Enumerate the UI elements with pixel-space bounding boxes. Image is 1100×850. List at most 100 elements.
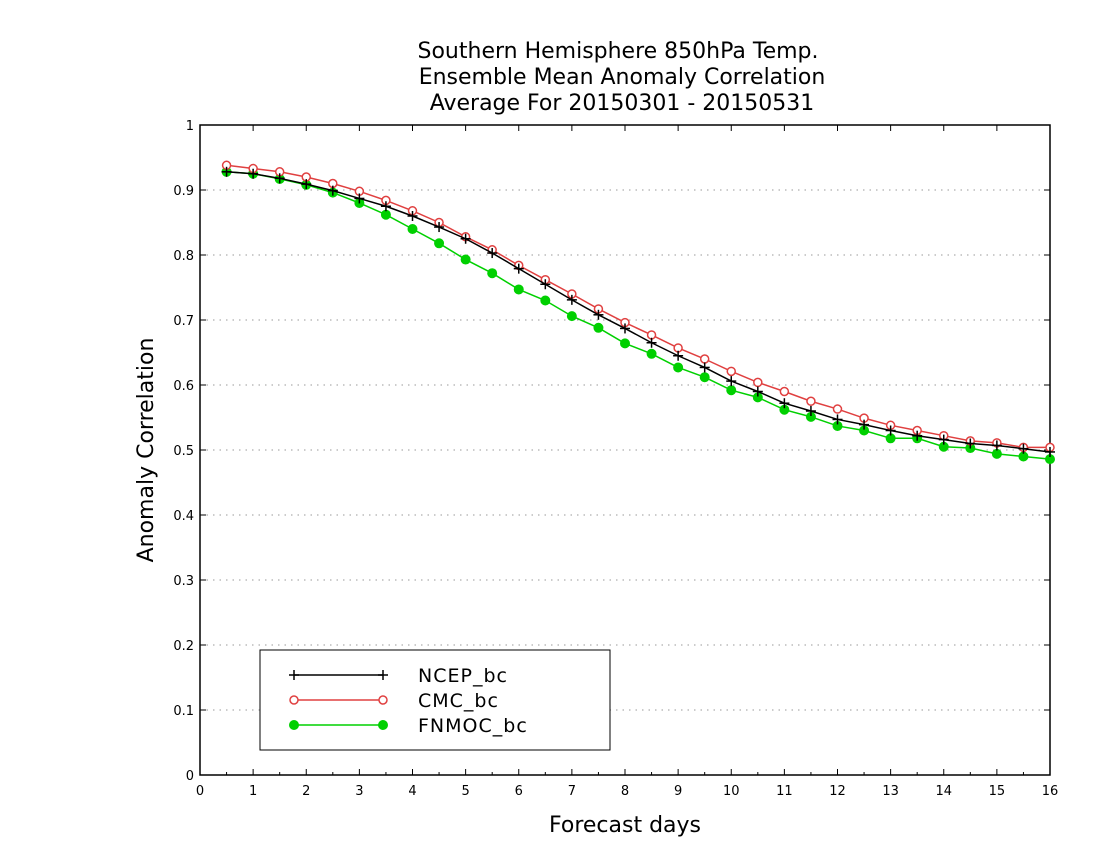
legend-marker-end-ncep-bc (378, 670, 388, 680)
point-ncep-bc-31 (1045, 446, 1055, 457)
chart-title-line-3: Average For 20150301 - 20150531 (430, 91, 815, 116)
point-ncep-bc-22 (805, 406, 816, 416)
point-ncep-bc-18 (699, 362, 710, 373)
point-ncep-bc-8 (434, 222, 445, 233)
series-line-cmc-bc (226, 164, 1050, 449)
chart-title-line-1: Southern Hemisphere 850hPa Temp. (418, 39, 819, 64)
y-tick-label-1: 0.1 (173, 704, 194, 719)
y-tick-label-0: 0 (186, 769, 194, 784)
x-tick-label-8: 8 (621, 784, 629, 799)
point-ncep-bc-7 (407, 211, 418, 221)
point-cmc-bc-20 (753, 377, 763, 388)
point-ncep-bc-25 (885, 425, 896, 436)
x-tick-label-16: 16 (1042, 784, 1059, 799)
point-fnmoc-bc-6 (380, 209, 391, 220)
point-ncep-bc-20 (752, 386, 763, 397)
legend-label-ncep-bc: NCEP_bc (418, 665, 508, 687)
point-cmc-bc-23 (832, 404, 843, 414)
y-axis-label: Anomaly Correlation (134, 338, 159, 563)
point-fnmoc-bc-11 (513, 284, 524, 295)
x-tick-label-15: 15 (989, 784, 1006, 799)
x-tick-label-0: 0 (196, 784, 204, 799)
point-ncep-bc-12 (540, 279, 551, 290)
x-tick-label-11: 11 (776, 784, 793, 799)
legend: NCEP_bc CMC_bc FNMOC_bc (259, 649, 611, 751)
y-tick-label-4: 0.4 (173, 509, 194, 524)
y-tick-label-2: 0.2 (173, 639, 194, 654)
legend-marker-end-fnmoc-bc (378, 720, 388, 730)
x-tick-label-14: 14 (935, 784, 952, 799)
point-ncep-bc-6 (380, 201, 391, 212)
y-tick-label-5: 0.5 (173, 444, 194, 459)
point-ncep-bc-3 (301, 179, 312, 190)
point-fnmoc-bc-16 (646, 348, 657, 359)
chart-title-line-2: Ensemble Mean Anomaly Correlation (419, 65, 826, 90)
point-ncep-bc-21 (779, 398, 790, 409)
point-fnmoc-bc-13 (566, 311, 577, 322)
point-ncep-bc-26 (912, 430, 923, 441)
point-ncep-bc-24 (859, 419, 870, 430)
point-fnmoc-bc-8 (434, 238, 445, 249)
point-ncep-bc-2 (274, 173, 285, 184)
point-ncep-bc-5 (354, 193, 365, 204)
x-tick-label-3: 3 (355, 784, 363, 799)
point-ncep-bc-29 (991, 440, 1002, 451)
x-tick-label-10: 10 (723, 784, 740, 799)
point-ncep-bc-14 (593, 309, 604, 320)
point-ncep-bc-10 (487, 248, 498, 259)
x-tick-label-2: 2 (302, 784, 310, 799)
legend-marker-start-cmc-bc (289, 695, 299, 705)
point-ncep-bc-16 (646, 337, 657, 348)
point-fnmoc-bc-14 (593, 322, 604, 333)
legend-label-cmc-bc: CMC_bc (418, 690, 499, 712)
x-tick-label-5: 5 (461, 784, 469, 799)
series-line-fnmoc-bc (226, 171, 1051, 460)
point-fnmoc-bc-15 (620, 338, 630, 349)
x-tick-label-4: 4 (408, 784, 416, 799)
point-ncep-bc-13 (566, 294, 577, 305)
x-tick-label-13: 13 (882, 784, 899, 799)
point-fnmoc-bc-19 (726, 385, 737, 396)
point-ncep-bc-9 (460, 233, 471, 244)
point-fnmoc-bc-12 (540, 295, 551, 306)
x-tick-label-6: 6 (515, 784, 523, 799)
point-fnmoc-bc-10 (487, 268, 498, 279)
x-axis-label: Forecast days (549, 813, 701, 838)
point-ncep-bc-1 (248, 168, 259, 179)
point-fnmoc-bc-7 (407, 224, 418, 234)
point-ncep-bc-15 (620, 323, 630, 334)
legend-marker-start-ncep-bc (289, 670, 299, 680)
y-tick-label-6: 0.6 (173, 379, 194, 394)
legend-marker-end-cmc-bc (378, 695, 388, 705)
x-tick-label-1: 1 (249, 784, 257, 799)
point-cmc-bc-21 (779, 386, 790, 397)
point-cmc-bc-18 (699, 354, 710, 364)
legend-marker-start-fnmoc-bc (289, 720, 299, 730)
point-ncep-bc-4 (327, 185, 338, 196)
point-ncep-bc-17 (673, 350, 684, 361)
point-cmc-bc-19 (726, 366, 736, 377)
series-line-ncep-bc (226, 171, 1051, 453)
y-tick-label-7: 0.7 (173, 314, 194, 329)
point-fnmoc-bc-29 (991, 448, 1002, 459)
point-ncep-bc-0 (221, 166, 232, 177)
x-tick-label-12: 12 (829, 784, 846, 799)
point-cmc-bc-22 (806, 396, 816, 406)
legend-label-fnmoc-bc: FNMOC_bc (418, 715, 528, 737)
point-ncep-bc-19 (726, 376, 737, 387)
y-tick-label-9: 0.9 (173, 184, 194, 199)
x-tick-label-9: 9 (674, 784, 682, 799)
grid-lines (200, 189, 1050, 711)
y-tick-label-10: 1 (186, 119, 194, 134)
point-ncep-bc-28 (965, 438, 976, 449)
point-fnmoc-bc-9 (460, 254, 471, 265)
point-ncep-bc-30 (1018, 443, 1029, 454)
y-tick-label-3: 0.3 (173, 574, 194, 589)
point-ncep-bc-27 (938, 434, 949, 445)
x-tick-label-7: 7 (568, 784, 576, 799)
point-ncep-bc-11 (513, 263, 524, 274)
point-fnmoc-bc-17 (673, 362, 684, 373)
y-tick-label-8: 0.8 (173, 249, 194, 264)
point-fnmoc-bc-18 (699, 372, 710, 383)
